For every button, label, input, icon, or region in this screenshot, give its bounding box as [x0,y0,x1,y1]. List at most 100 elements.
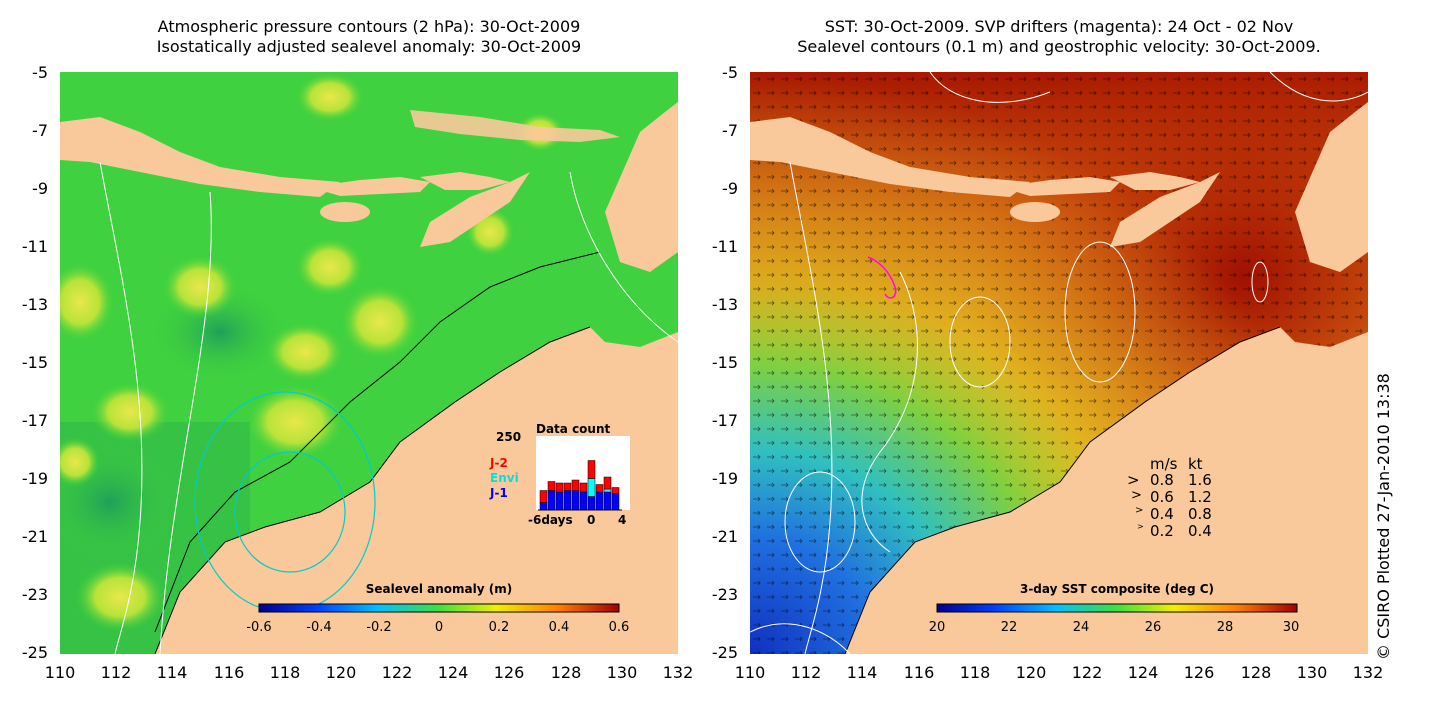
left-colorbar-tick: 0.2 [488,620,510,635]
right-xtick: 112 [790,663,822,682]
data-count-xlabel-start: -6days [528,513,573,527]
right-ytick: -5 [722,63,738,82]
velocity-legend-ms-header: m/s [1150,455,1178,473]
left-title: Atmospheric pressure contours (2 hPa): 3… [60,17,678,57]
left-xtick: 110 [44,663,76,682]
data-count-bar [603,488,612,493]
right-ytick: -17 [711,411,738,430]
left-ytick: -13 [21,295,48,314]
left-colorbar-tick: 0.4 [548,620,570,635]
left-xtick: 130 [606,663,638,682]
left-xtick: 128 [550,663,582,682]
data-count-bar [539,490,548,503]
left-xtick: 120 [325,663,357,682]
right-colorbar-tick: 28 [1216,620,1234,635]
data-count-xlabel-zero: 0 [587,513,596,527]
right-ytick: -23 [711,585,738,604]
velocity-legend-ms: 0.4 [1150,505,1174,523]
data-count-bar [603,491,612,511]
data-count-bar [587,460,596,479]
velocity-arrow-icon: > [1131,488,1142,503]
left-ytick: -9 [32,179,48,198]
left-ytick: -5 [32,63,48,82]
left-xtick: 132 [662,663,694,682]
right-title-line1: SST: 30-Oct-2009. SVP drifters (magenta)… [824,17,1294,36]
data-count-bar [547,490,556,511]
data-count-bar [571,490,580,511]
velocity-legend-ms: 0.6 [1150,488,1174,506]
left-colorbar-tick: -0.6 [246,620,272,635]
left-ytick: -23 [21,585,48,604]
data-count-bar [595,491,604,511]
left-ytick: -11 [21,237,48,256]
data-count-bar [555,482,564,493]
left-colorbar-tick: 0 [434,620,444,635]
data-count-bar [587,496,596,511]
left-xtick: 118 [269,663,301,682]
left-ytick: -7 [32,121,48,140]
right-ytick: -15 [711,353,738,372]
data-count-bar [571,479,580,491]
left-ytick: -17 [21,411,48,430]
right-ytick: -21 [711,527,738,546]
right-ytick: -7 [722,121,738,140]
left-ytick: -19 [21,469,48,488]
velocity-legend-kt: 1.2 [1188,488,1212,506]
velocity-arrow-icon: > [1135,505,1144,516]
left-title-line2: Isostatically adjusted sealevel anomaly:… [156,37,582,56]
data-count-title: Data count [536,422,611,436]
data-count-chart [538,460,622,511]
velocity-legend-kt-header: kt [1188,455,1203,473]
data-count-bar [563,482,572,491]
right-ytick: -11 [711,237,738,256]
data-count-ymax: 250 [496,430,522,444]
left-xtick: 126 [493,663,525,682]
data-count-bar [611,487,620,494]
left-xtick: 116 [213,663,245,682]
left-colorbar-tick: -0.2 [366,620,392,635]
velocity-legend-kt: 1.6 [1188,471,1212,489]
right-ytick: -9 [722,179,738,198]
left-ytick: -21 [21,527,48,546]
right-xtick: 110 [734,663,766,682]
right-colorbar [936,603,1298,613]
velocity-legend-kt: 0.8 [1188,505,1212,523]
right-xtick: 130 [1296,663,1328,682]
right-xtick: 120 [1015,663,1047,682]
data-count-bar [595,484,604,493]
right-xtick: 114 [846,663,878,682]
left-xtick: 112 [100,663,132,682]
copyright-note: © CSIRO Plotted 27-Jan-2010 13:38 [1374,373,1393,660]
data-count-bar [563,490,572,511]
left-xtick: 114 [156,663,188,682]
left-colorbar [258,603,620,613]
left-colorbar-title: Sealevel anomaly (m) [365,582,513,596]
right-colorbar-tick: 30 [1282,620,1300,635]
left-ytick: -25 [21,643,48,662]
left-title-line1: Atmospheric pressure contours (2 hPa): 3… [157,17,581,36]
right-title-line2: Sealevel contours (0.1 m) and geostrophi… [797,37,1321,56]
data-count-bar [579,491,588,511]
right-xtick: 124 [1127,663,1159,682]
sealevel-anomaly-map [60,72,678,654]
data-count-series-j2: J-2 [490,456,508,470]
data-count-series-envi: Envi [490,471,519,485]
left-xtick: 124 [437,663,469,682]
data-count-series-j1: J-1 [490,486,508,500]
right-colorbar-tick: 26 [1144,620,1162,635]
right-colorbar-tick: 24 [1072,620,1090,635]
right-title: SST: 30-Oct-2009. SVP drifters (magenta)… [750,17,1368,57]
data-count-bar [603,476,612,490]
velocity-legend-ms: 0.8 [1150,471,1174,489]
right-ytick: -13 [711,295,738,314]
left-colorbar-tick: 0.6 [608,620,630,635]
velocity-legend-ms: 0.2 [1150,522,1174,540]
right-xtick: 118 [959,663,991,682]
left-xtick: 122 [381,663,413,682]
data-count-bar [579,482,588,493]
right-xtick: 116 [903,663,935,682]
data-count-bar [611,493,620,511]
right-colorbar-title: 3-day SST composite (deg C) [1019,582,1215,596]
data-count-xlabel-end: 4 [618,513,627,527]
data-count-bar [539,502,548,511]
